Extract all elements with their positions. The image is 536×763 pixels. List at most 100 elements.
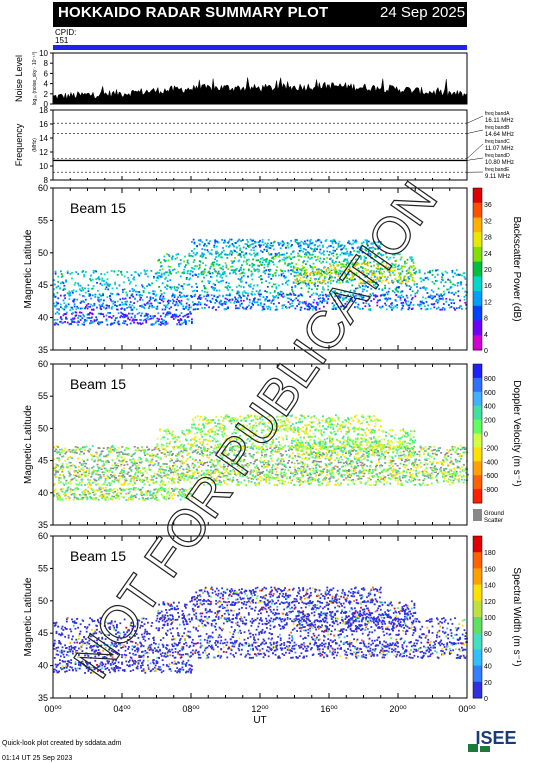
velocity-colorbar-tick-label: -200 (484, 445, 498, 452)
width-colorbar-tick-label: 60 (484, 647, 492, 654)
ground-scatter-label-2: Scatter (484, 518, 503, 524)
noise-ytick-label: 0 (44, 100, 49, 109)
width-ytick-label: 40 (38, 661, 48, 671)
width-colorbar-segment (473, 568, 482, 586)
frequency-band-leader (466, 157, 484, 161)
power-colorbar-tick-label: 36 (484, 202, 492, 209)
ground-scatter-label-1: Ground (484, 511, 504, 517)
frequency-band-name: freq bandA (485, 111, 510, 117)
width-colorbar-segment (473, 600, 482, 618)
velocity-colorbar-segment (473, 377, 482, 393)
velocity-colorbar-tick-label: 400 (484, 404, 496, 411)
velocity-ytick-label: 60 (38, 359, 48, 369)
noise-ytick-label: 4 (44, 80, 49, 89)
width-colorbar-segment (473, 617, 482, 634)
width-colorbar-tick-label: 140 (484, 583, 496, 590)
power-ytick-label: 35 (38, 345, 48, 355)
cpid-value: 151 (55, 36, 69, 45)
plot-date: 24 Sep 2025 (380, 4, 466, 21)
velocity-beam-label: Beam 15 (70, 376, 126, 392)
velocity-colorbar-segment (473, 364, 482, 379)
frequency-band-value: 14.64 MHz (485, 132, 514, 138)
power-colorbar-segment (473, 320, 482, 336)
power-colorbar-tick-label: 28 (484, 235, 492, 242)
velocity-ytick-label: 50 (38, 423, 48, 433)
velocity-colorbar-segment (473, 475, 482, 490)
velocity-colorbar-segment (473, 391, 482, 407)
width-ytick-label: 60 (38, 531, 48, 541)
width-colorbar-segment (473, 633, 482, 650)
velocity-colorbar-segment (473, 461, 482, 476)
power-colorbar-tick-label: 0 (484, 348, 488, 355)
power-ytick-label: 45 (38, 280, 48, 290)
frequency-ylabel-sub: (MHz) (32, 138, 38, 152)
time-axis-tick-label: 08⁰⁰ (182, 704, 200, 714)
width-echo-scatter (53, 586, 468, 674)
velocity-ylabel: Magnetic Latitude (23, 405, 34, 484)
velocity-colorbar-tick-label: 600 (484, 390, 496, 397)
frequency-band-value: 11.07 MHz (485, 146, 514, 152)
velocity-colorbar-segment (473, 447, 482, 462)
time-axis-label: UT (253, 715, 266, 726)
frequency-band-leader (466, 129, 484, 134)
frequency-band-value: 10.80 MHz (485, 160, 514, 166)
power-colorbar-segment (473, 305, 482, 321)
frequency-band-value: 9.11 MHz (485, 174, 510, 180)
velocity-echo-scatter (53, 414, 469, 501)
noise-ylabel: Noise Level (14, 55, 24, 102)
frequency-ytick-label: 16 (39, 120, 48, 129)
power-colorbar-segment (473, 246, 482, 263)
width-beam-label: Beam 15 (70, 548, 126, 564)
cpid-label: CPID: (55, 28, 77, 37)
power-ylabel: Magnetic Latitude (23, 229, 34, 308)
frequency-ytick-label: 14 (39, 134, 48, 143)
power-colorbar-tick-label: 20 (484, 267, 492, 274)
frequency-band-name: freq bandD (485, 153, 510, 159)
ground-scatter-swatch (473, 509, 482, 521)
power-echo-scatter (53, 238, 468, 326)
velocity-ytick-label: 45 (38, 456, 48, 466)
width-colorbar-frame (472, 535, 483, 699)
velocity-colorbar-tick-label: 800 (484, 376, 496, 383)
power-colorbar-frame (472, 187, 483, 351)
power-colorbar-segment (473, 217, 482, 233)
time-axis-tick-label: 04⁰⁰ (113, 704, 131, 714)
power-ytick-label: 60 (38, 183, 48, 193)
power-colorbar-segment (473, 232, 482, 248)
frequency-ytick-label: 10 (39, 162, 48, 171)
time-axis-tick-label: 00⁰⁰ (458, 704, 476, 714)
time-axis-tick-label: 16⁰⁰ (320, 704, 338, 714)
power-beam-label: Beam 15 (70, 200, 126, 216)
footer-credit: Quick-look plot created by sddata.adm (2, 740, 122, 747)
noise-ytick-label: 2 (44, 90, 49, 99)
width-colorbar-tick-label: 0 (484, 696, 488, 703)
width-colorbar-segment (473, 681, 482, 699)
frequency-band-value: 16.11 MHz (485, 118, 514, 124)
isee-logo: ISEE (468, 728, 517, 752)
title-bar (53, 2, 467, 27)
frequency-band-name: freq bandC (485, 139, 510, 145)
velocity-colorbar-segment (473, 433, 482, 448)
width-ylabel: Magnetic Latitude (23, 577, 34, 656)
width-colorbar-segment (473, 584, 482, 602)
noise-ytick-label: 10 (39, 49, 48, 58)
power-colorbar-segment (473, 291, 482, 307)
power-colorbar-tick-label: 8 (484, 316, 488, 323)
velocity-ytick-label: 40 (38, 488, 48, 498)
width-colorbar-label: Spectral Width (m s⁻¹) (511, 567, 522, 666)
width-colorbar-tick-label: 80 (484, 631, 492, 638)
width-colorbar-tick-label: 120 (484, 599, 496, 606)
frequency-band-leader (466, 115, 484, 124)
power-ytick-label: 40 (38, 313, 48, 323)
width-colorbar-tick-label: 100 (484, 615, 496, 622)
velocity-colorbar-segment (473, 405, 482, 421)
width-colorbar-tick-label: 160 (484, 566, 496, 573)
width-colorbar-segment (473, 552, 482, 569)
frequency-ytick-label: 18 (39, 106, 48, 115)
power-colorbar-segment (473, 202, 482, 218)
velocity-colorbar-segment (473, 489, 482, 504)
velocity-colorbar-label: Doppler Velocity (m s⁻¹) (511, 380, 522, 486)
power-colorbar-segment (473, 188, 482, 204)
power-ytick-label: 50 (38, 248, 48, 258)
